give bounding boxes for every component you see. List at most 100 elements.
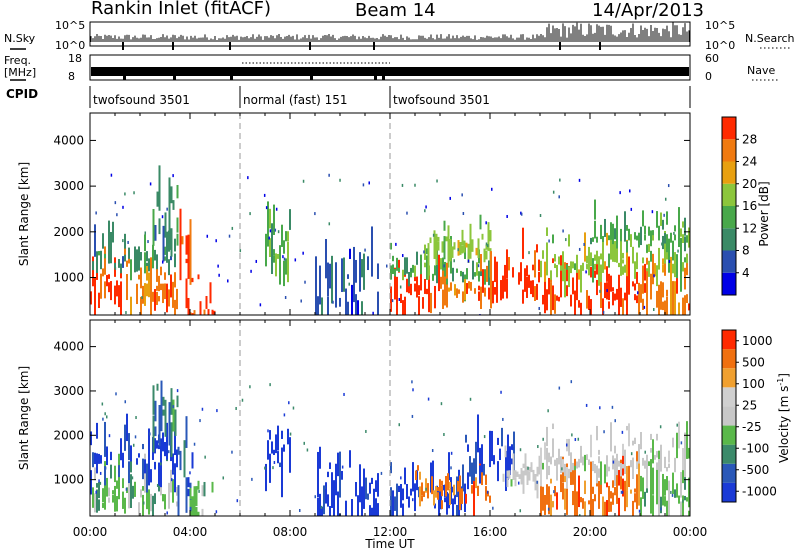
data-mark xyxy=(317,296,319,315)
data-mark xyxy=(146,262,148,269)
data-speckle xyxy=(585,403,588,407)
data-mark xyxy=(433,230,436,241)
data-mark xyxy=(594,270,596,278)
freq-tick-low: 8 xyxy=(68,70,75,83)
data-mark xyxy=(122,491,124,509)
data-mark xyxy=(448,460,450,481)
data-speckle xyxy=(453,259,455,263)
data-mark xyxy=(404,301,406,315)
data-mark xyxy=(636,271,638,284)
power-y-axis-label: Slant Range [km] xyxy=(17,162,31,266)
data-speckle xyxy=(583,242,585,246)
data-mark xyxy=(660,281,662,310)
data-mark xyxy=(548,496,550,515)
data-mark xyxy=(90,295,92,304)
data-mark xyxy=(652,502,654,516)
colorbar-segment xyxy=(722,463,736,483)
data-mark xyxy=(100,455,102,464)
data-mark xyxy=(98,454,100,463)
data-mark xyxy=(96,422,98,439)
data-mark xyxy=(620,294,622,307)
data-mark xyxy=(550,270,552,280)
data-mark xyxy=(456,268,458,273)
data-mark xyxy=(652,233,654,241)
data-mark xyxy=(668,240,670,247)
data-mark xyxy=(562,256,564,264)
data-mark xyxy=(433,235,436,254)
data-mark xyxy=(462,464,464,492)
data-speckle xyxy=(341,465,344,469)
data-mark xyxy=(552,423,554,430)
data-mark xyxy=(422,302,424,309)
freq-tick-high: 18 xyxy=(68,52,82,65)
data-mark xyxy=(410,283,412,295)
data-mark xyxy=(644,460,646,469)
data-mark xyxy=(176,217,179,233)
data-mark xyxy=(96,489,98,513)
plot-title-radar: Rankin Inlet (fitACF) xyxy=(91,0,271,19)
data-mark xyxy=(464,483,466,504)
data-speckle xyxy=(614,419,616,423)
data-mark xyxy=(417,465,419,471)
data-mark xyxy=(624,221,626,240)
data-mark xyxy=(662,301,664,311)
data-mark xyxy=(444,497,446,503)
data-mark xyxy=(92,256,94,287)
data-mark xyxy=(160,266,162,276)
data-mark xyxy=(371,507,373,516)
data-mark xyxy=(273,249,275,256)
data-mark xyxy=(424,262,426,268)
data-speckle xyxy=(160,462,162,466)
data-mark xyxy=(421,495,423,502)
data-mark xyxy=(501,434,503,441)
data-mark xyxy=(426,268,428,280)
data-speckle xyxy=(294,258,297,262)
data-mark xyxy=(582,262,584,271)
data-mark xyxy=(325,482,327,504)
data-mark xyxy=(638,282,640,315)
data-mark xyxy=(201,485,204,495)
data-mark xyxy=(564,268,566,298)
data-mark xyxy=(534,475,537,491)
data-mark xyxy=(556,268,558,278)
data-speckle xyxy=(553,490,555,494)
data-mark xyxy=(452,507,454,516)
data-mark xyxy=(562,465,564,473)
data-mark xyxy=(172,410,175,432)
data-speckle xyxy=(539,214,542,218)
data-mark xyxy=(570,465,572,485)
data-mark xyxy=(102,502,104,508)
data-speckle xyxy=(406,211,408,215)
data-mark xyxy=(512,453,515,469)
data-speckle xyxy=(425,487,427,491)
data-mark xyxy=(606,482,608,488)
data-mark xyxy=(172,200,175,210)
data-speckle xyxy=(189,471,191,475)
data-mark xyxy=(130,267,132,281)
data-mark xyxy=(433,244,436,259)
data-speckle xyxy=(172,174,174,178)
data-mark xyxy=(203,309,206,314)
data-mark xyxy=(459,492,461,510)
data-mark xyxy=(148,489,150,506)
data-mark xyxy=(158,179,161,211)
data-mark xyxy=(502,275,504,286)
data-mark xyxy=(427,483,429,499)
data-mark xyxy=(410,267,412,278)
data-mark xyxy=(94,291,96,307)
y-tick-label: 2000 xyxy=(53,428,84,442)
data-speckle xyxy=(161,260,164,264)
data-mark xyxy=(164,441,166,453)
data-mark xyxy=(176,449,178,468)
data-speckle xyxy=(630,207,633,211)
colorbar-tick-label: 28 xyxy=(742,132,757,146)
data-mark xyxy=(536,283,538,300)
data-mark xyxy=(602,298,604,315)
data-speckle xyxy=(436,179,438,183)
data-speckle xyxy=(398,423,401,427)
data-mark xyxy=(540,479,542,502)
data-mark xyxy=(156,440,158,449)
data-mark xyxy=(392,490,394,508)
